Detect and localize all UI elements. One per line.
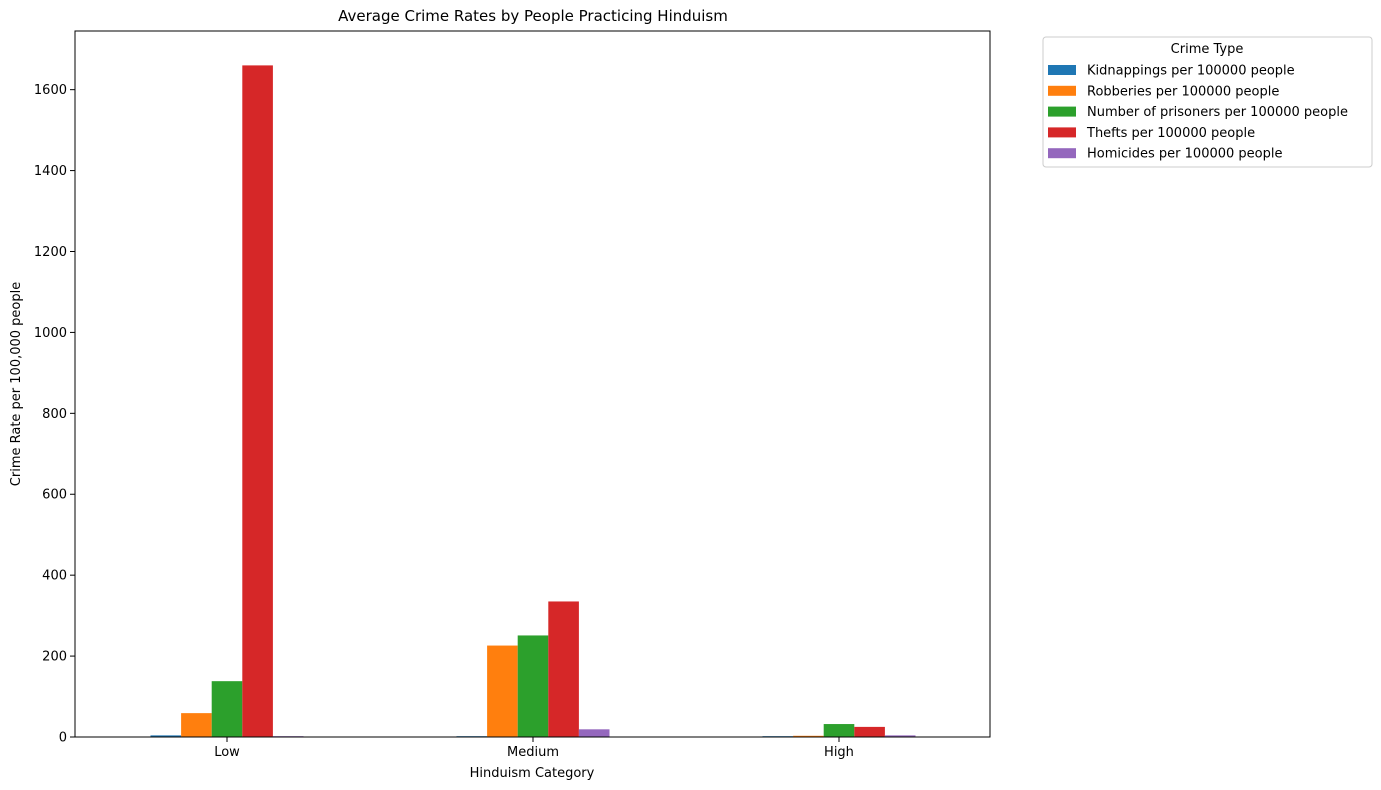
bar-robberies-per-100000-people-medium <box>487 645 518 737</box>
legend-label-2: Robberies per 100000 people <box>1087 84 1279 99</box>
chart-title: Average Crime Rates by People Practicing… <box>338 7 728 25</box>
y-axis: 0 200 400 600 800 1000 1200 1400 1600 <box>34 83 75 746</box>
x-axis-title: Hinduism Category <box>470 766 595 781</box>
y-tick-label: 200 <box>42 650 67 665</box>
legend-box <box>1042 36 1373 168</box>
legend: Crime Type Kidnappings per 100000 people… <box>1042 36 1373 168</box>
y-tick-label: 1400 <box>34 164 67 179</box>
bar-robberies-per-100000-people-high <box>793 735 824 737</box>
y-tick-label: 400 <box>42 569 67 584</box>
y-axis-title: Crime Rate per 100,000 people <box>9 282 24 486</box>
bar-number-of-prisoners-per-100000-people-low <box>211 681 243 737</box>
bar-homicides-per-100000-people-medium <box>578 729 610 737</box>
bars-group <box>150 65 916 737</box>
legend-swatch-3 <box>1048 106 1076 117</box>
x-axis: Low Medium High <box>214 737 854 760</box>
bar-thefts-per-100000-people-high <box>854 726 885 737</box>
bar-homicides-per-100000-people-high <box>884 735 916 737</box>
legend-swatch-1 <box>1048 65 1076 75</box>
legend-swatch-4 <box>1048 127 1076 138</box>
x-tick-label-low: Low <box>214 745 240 760</box>
bar-number-of-prisoners-per-100000-people-high <box>823 724 855 737</box>
legend-label-5: Homicides per 100000 people <box>1087 147 1282 162</box>
plot-frame <box>74 30 991 738</box>
legend-title: Crime Type <box>1171 42 1244 57</box>
legend-swatch-2 <box>1048 85 1076 96</box>
y-tick-label: 1000 <box>34 326 67 341</box>
bar-kidnappings-per-100000-people-low <box>150 735 182 737</box>
legend-swatch-5 <box>1048 148 1076 159</box>
bar-thefts-per-100000-people-medium <box>548 601 579 737</box>
legend-label-1: Kidnappings per 100000 people <box>1087 64 1295 79</box>
bar-number-of-prisoners-per-100000-people-medium <box>517 635 549 737</box>
bar-thefts-per-100000-people-low <box>242 65 273 737</box>
legend-label-3: Number of prisoners per 100000 people <box>1087 105 1348 120</box>
x-tick-label-medium: Medium <box>507 745 559 760</box>
y-tick-label: 600 <box>42 488 67 503</box>
legend-label-4: Thefts per 100000 people <box>1086 126 1255 141</box>
y-tick-label: 1200 <box>34 245 67 260</box>
y-tick-label: 0 <box>59 731 67 746</box>
y-tick-label: 800 <box>42 407 67 422</box>
x-tick-label-high: High <box>824 745 854 760</box>
y-tick-label: 1600 <box>34 83 67 98</box>
bar-robberies-per-100000-people-low <box>181 713 212 737</box>
